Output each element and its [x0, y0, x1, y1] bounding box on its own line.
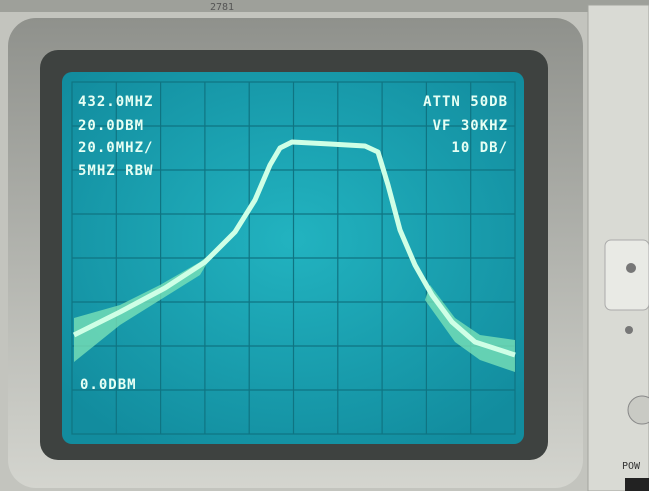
- led: [626, 263, 636, 273]
- top-strip: [0, 0, 649, 12]
- power-label: POW: [622, 461, 641, 472]
- reference-level: 0.0DBM: [80, 377, 137, 393]
- readout: 432.0MHZ: [78, 94, 153, 110]
- panel-button: [604, 239, 649, 311]
- trace: [72, 139, 516, 358]
- led: [625, 326, 633, 334]
- readout: 20.0MHZ/: [78, 140, 153, 156]
- readout: ATTN 50DB: [423, 94, 508, 110]
- readout: 20.0DBM: [78, 118, 144, 134]
- readout: 10 DB/: [451, 140, 508, 156]
- readout: VF 30KHZ: [433, 118, 508, 134]
- readout: 5MHZ RBW: [78, 163, 153, 179]
- model-label: 2781: [210, 2, 234, 13]
- power-switch: [625, 478, 649, 491]
- knob: [627, 395, 649, 425]
